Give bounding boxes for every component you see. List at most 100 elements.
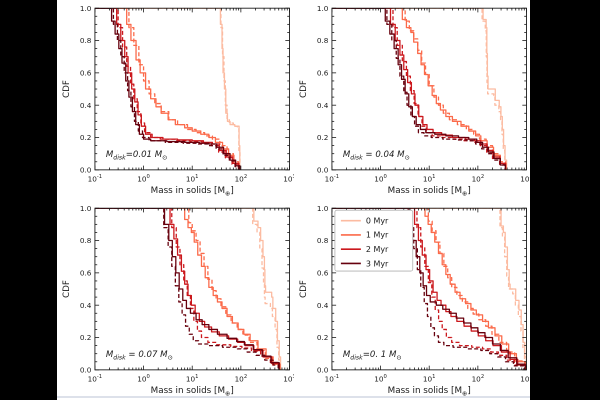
x-tick-label: 100 [137,374,150,383]
x-tick-label: 100 [374,374,387,383]
x-axis-title: Mass in solids [M⊕] [387,386,470,398]
curve-0-myr-dashed [331,8,507,170]
y-tick-label: 0.6 [80,68,92,77]
cdf-plot-3: 10-1 100 101 102 103 0.0 0.2 0.4 0.6 0.8 1.0 Mass i… [298,204,530,398]
ticks-group [331,207,527,371]
y-tick-label: 0.8 [316,236,328,245]
curve-1-myr-dashed [331,208,525,370]
y-tick-label: 1.0 [316,204,328,213]
window-bottom-edge [57,396,530,398]
x-tick-label: 10-1 [88,374,102,383]
x-tick-label: 101 [186,174,199,183]
curve-2-myr-dashed [94,208,280,370]
curve-3-myr-solid [94,208,280,370]
curve-0-myr-dashed [331,208,527,370]
y-tick-label: 1.0 [316,4,328,13]
legend-box [334,209,413,272]
x-axis-title: Mass in solids [M⊕] [151,186,234,198]
subplot-mdisk-0.1: 10-1 100 101 102 103 0.0 0.2 0.4 0.6 0.8 1.0 Mass i… [294,200,530,400]
x-axis-title: Mass in solids [M⊕] [387,186,470,198]
mdisk-annotation: Mdisk=0.01 M⊙ [106,150,167,162]
curve-3-myr-solid [331,8,506,170]
y-tick-label: 0.2 [80,133,92,142]
y-tick-label: 0.0 [316,165,328,174]
y-tick-label: 0.4 [316,101,328,110]
y-axis-title: CDF [62,280,72,298]
y-tick-label: 0.6 [316,268,328,277]
curve-0-myr-dashed [94,208,281,370]
x-axis-title: Mass in solids [M⊕] [151,386,234,398]
y-tick-label: 0.6 [316,68,328,77]
mdisk-annotation: Mdisk = 0.07 M⊙ [106,350,173,362]
ticks-group [331,7,527,171]
y-tick-label: 0.4 [316,301,328,310]
y-tick-label: 0.6 [80,268,92,277]
curves-group [94,8,241,170]
curve-2-myr-dashed [331,8,506,170]
x-tick-label: 103 [283,174,293,183]
legend-label: 2 Myr [365,245,388,254]
x-tick-label: 103 [283,374,293,383]
subplot-grid: 10-1 100 101 102 103 0.0 0.2 0.4 0.6 0.8 1.0 Mass i… [57,0,530,400]
x-tick-label: 101 [422,374,435,383]
x-tick-label: 100 [374,174,387,183]
y-tick-label: 1.0 [80,4,92,13]
y-tick-label: 0.2 [80,333,92,342]
curve-0-myr-dashed [94,8,241,170]
y-tick-label: 0.0 [316,365,328,374]
y-axis-title: CDF [298,280,308,298]
legend-label: 3 Myr [365,259,388,268]
legend-label: 1 Myr [365,231,388,240]
x-tick-label: 103 [520,174,530,183]
curve-2-myr-solid [331,8,506,170]
curves-group [331,8,507,170]
cdf-plot-0: 10-1 100 101 102 103 0.0 0.2 0.4 0.6 0.8 1.0 Mass i… [62,4,294,198]
curve-1-myr-dashed [331,8,506,170]
subplot-mdisk-0.01: 10-1 100 101 102 103 0.0 0.2 0.4 0.6 0.8 1.0 Mass i… [57,0,294,200]
curves-group [331,208,527,370]
axes-spines [94,7,290,171]
ticks-group [94,207,290,371]
subplot-mdisk-0.04: 10-1 100 101 102 103 0.0 0.2 0.4 0.6 0.8 1.0 Mass i… [294,0,530,200]
y-tick-label: 0.8 [80,236,92,245]
y-tick-label: 0.2 [316,133,328,142]
mdisk-annotation: Mdisk = 0.04 M⊙ [342,150,409,162]
curve-1-myr-solid [94,208,281,370]
curve-3-myr-solid [331,208,526,370]
curve-3-myr-solid [94,8,241,170]
legend-label: 0 Myr [365,216,388,225]
figure-canvas: 10-1 100 101 102 103 0.0 0.2 0.4 0.6 0.8 1.0 Mass i… [57,0,530,400]
legend: 0 Myr 1 Myr 2 Myr 3 Myr [334,209,413,272]
x-tick-label: 102 [471,174,484,183]
subplot-mdisk-0.07: 10-1 100 101 102 103 0.0 0.2 0.4 0.6 0.8 1.0 Mass i… [57,200,294,400]
y-tick-label: 0.4 [80,301,92,310]
y-tick-label: 0.8 [316,36,328,45]
curves-group [94,208,282,370]
x-tick-label: 100 [137,174,150,183]
y-axis-title: CDF [298,80,308,98]
curve-1-myr-dashed [94,8,240,170]
axes-spines [330,7,527,171]
x-tick-label: 102 [235,174,248,183]
letterbox-right [530,0,600,400]
x-tick-label: 102 [235,374,248,383]
letterbox-left [0,0,57,400]
y-tick-label: 0.8 [80,36,92,45]
curve-2-myr-dashed [94,8,240,170]
y-tick-label: 1.0 [80,204,92,213]
x-tick-label: 103 [520,374,530,383]
x-tick-label: 102 [471,374,484,383]
y-tick-label: 0.2 [316,333,328,342]
curve-2-myr-dashed [331,208,525,370]
x-tick-label: 101 [186,374,199,383]
y-tick-label: 0.4 [80,101,92,110]
mdisk-annotation: Mdisk=0. 1 M⊙ [342,350,401,362]
y-tick-label: 0.0 [80,165,92,174]
ticks-group [94,7,290,171]
curve-3-myr-dashed [331,8,506,170]
curve-2-myr-solid [331,208,526,370]
y-axis-title: CDF [62,80,72,98]
x-tick-label: 10-1 [88,174,102,183]
curve-3-myr-dashed [94,8,240,170]
